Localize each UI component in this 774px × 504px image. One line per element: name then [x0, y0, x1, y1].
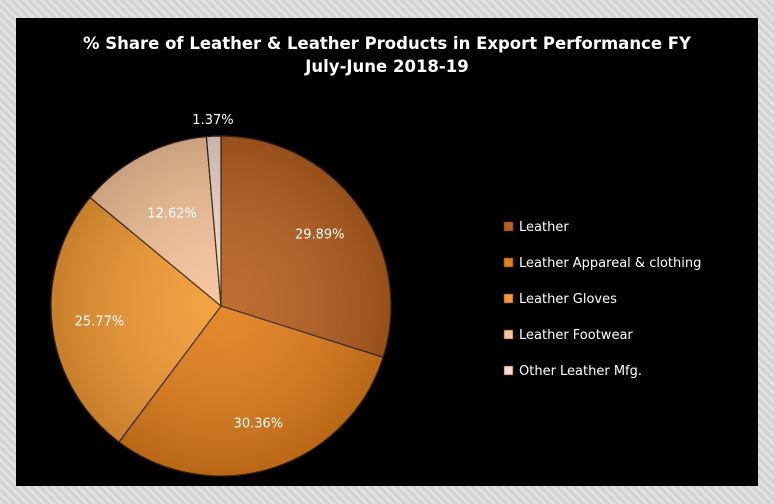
data-label: 12.62% [147, 207, 197, 222]
legend-swatch [503, 365, 514, 376]
pie-chart: 29.89%30.36%25.77%12.62%1.37% LeatherLea… [50, 113, 701, 477]
data-label: 30.36% [234, 417, 284, 432]
data-label: 25.77% [75, 314, 125, 329]
legend-swatch [503, 221, 514, 232]
chart-title-line-1: % Share of Leather & Leather Products in… [82, 34, 691, 53]
legend-label: Leather Footwear [519, 328, 633, 343]
data-label: 1.37% [192, 113, 233, 128]
legend-label: Other Leather Mfg. [519, 364, 642, 379]
legend-swatch [503, 329, 514, 340]
data-label: 29.89% [295, 228, 345, 243]
pie-slices [50, 135, 392, 477]
legend: Leather Leather Appareal & clothing Leathe… [503, 220, 701, 379]
chart-title: % Share of Leather & Leather Products in… [16, 32, 758, 78]
data-labels: 29.89% 30.36% 25.77% 12.62% 1.37% [75, 113, 345, 431]
legend-label: Leather [519, 220, 569, 235]
legend-swatch [503, 257, 514, 268]
legend-label: Leather Gloves [519, 292, 617, 307]
legend-label: Leather Appareal & clothing [519, 256, 701, 271]
legend-swatch [503, 293, 514, 304]
chart-title-line-2: July-June 2018-19 [305, 57, 469, 76]
chart-panel: % Share of Leather & Leather Products in… [16, 18, 758, 486]
